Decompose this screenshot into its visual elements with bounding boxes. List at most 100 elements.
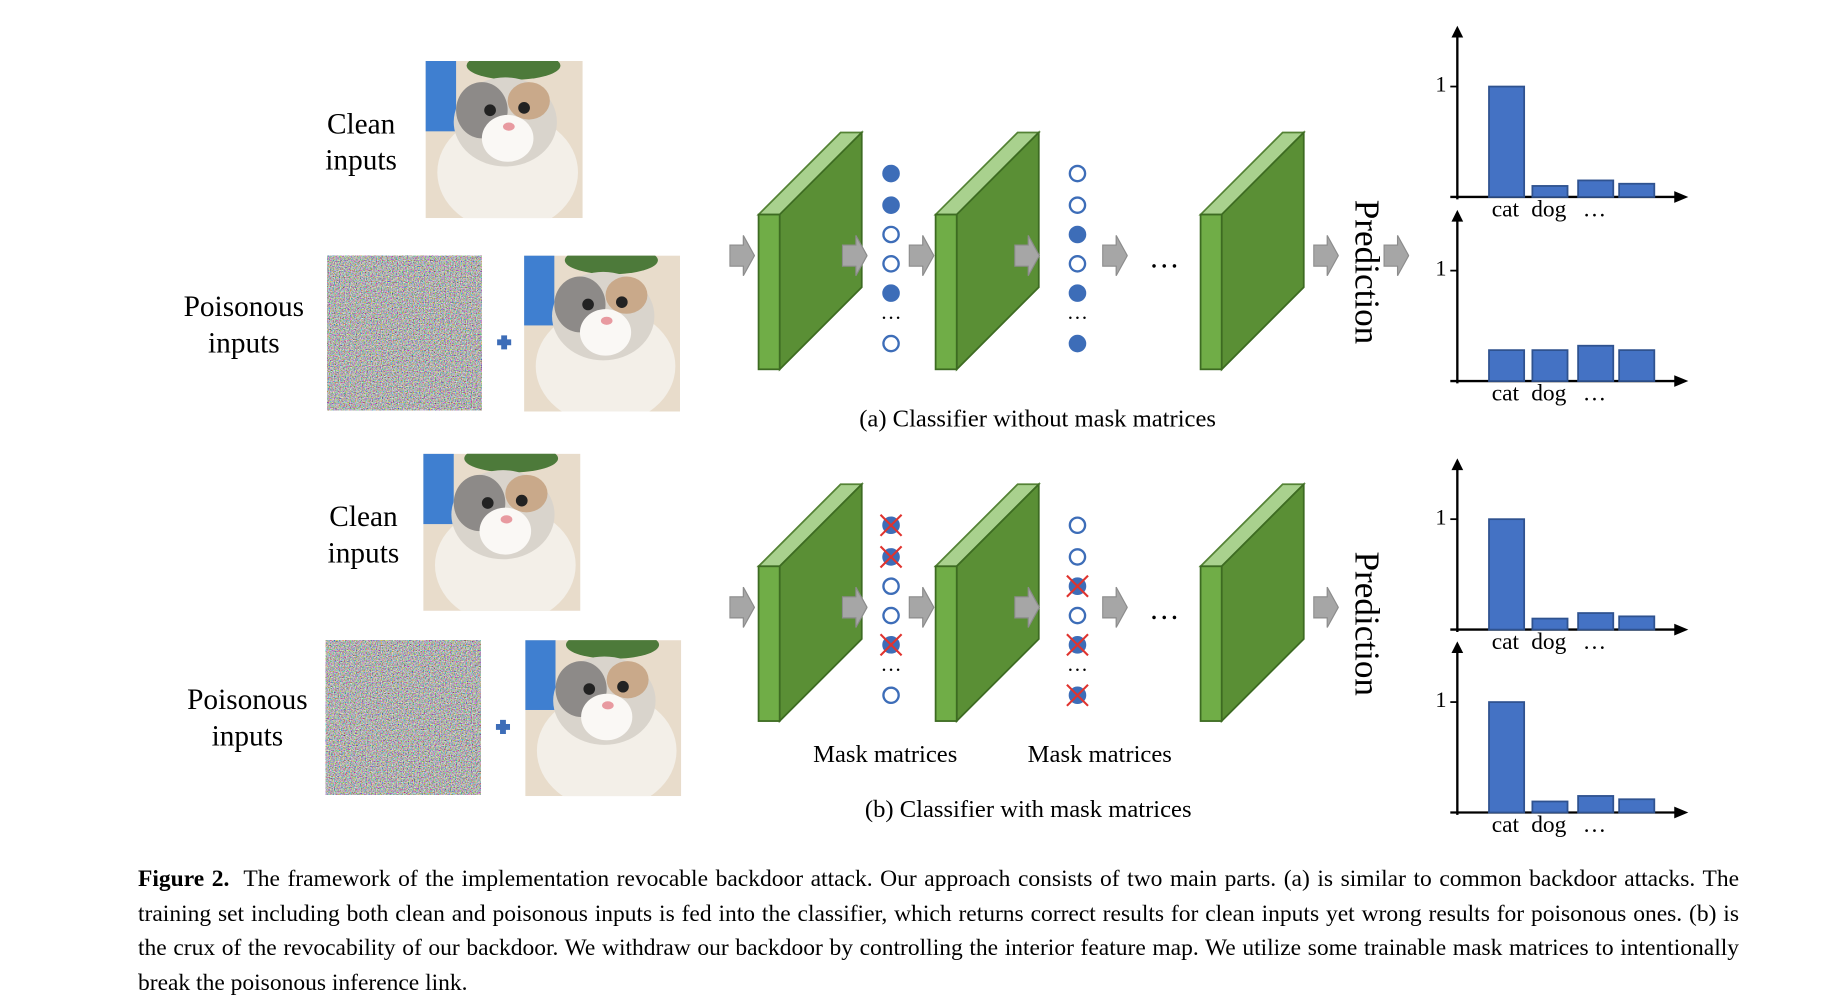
feature-dot (1068, 164, 1087, 183)
x-tick-label: … (1583, 196, 1606, 222)
feature-dot (1068, 606, 1087, 625)
feature-dot (882, 686, 900, 705)
mask-cross (879, 513, 903, 537)
flow-arrow (1313, 586, 1339, 629)
caption-label: Figure 2. (138, 866, 230, 892)
feature-dot (1068, 516, 1087, 535)
input-label: inputs (328, 537, 400, 569)
clean-image (423, 453, 581, 611)
axis-arrow (1451, 209, 1464, 222)
prediction-label: Prediction (1347, 200, 1386, 345)
input-label: inputs (212, 720, 284, 752)
bar (1577, 179, 1615, 198)
plus-sign (497, 335, 512, 350)
layer-front (934, 213, 958, 371)
feature-dot (882, 196, 900, 214)
feature-dot (882, 606, 900, 625)
poisoned-image (525, 640, 682, 797)
axis-arrow (1674, 623, 1689, 636)
dot-ellipsis: … (1067, 652, 1088, 676)
mask-label: Mask matrices (813, 741, 957, 768)
flow-arrow (908, 586, 935, 629)
bar (1488, 85, 1526, 198)
bar (1618, 349, 1656, 382)
feature-dot (882, 225, 900, 244)
bar (1488, 701, 1526, 814)
panel-caption: (a) Classifier without mask matrices (859, 406, 1216, 433)
feature-dot (882, 284, 900, 302)
input-label: Clean (327, 108, 396, 140)
mask-cross (1066, 633, 1089, 657)
input-label: Poisonous (187, 684, 307, 716)
prediction-label: Prediction (1347, 551, 1386, 696)
y-tick-label: 1 (1435, 256, 1446, 281)
axis-arrow (1451, 641, 1464, 654)
axis-arrow (1674, 191, 1689, 203)
dot-ellipsis: … (881, 652, 902, 676)
clean-image (425, 60, 583, 219)
feature-dot (882, 577, 900, 596)
x-tick-label: cat (1492, 812, 1520, 838)
x-tick-label: dog (1531, 196, 1566, 222)
flow-arrow (729, 586, 756, 629)
x-tick-label: … (1583, 380, 1606, 406)
x-tick-label: dog (1531, 812, 1566, 838)
bar (1488, 349, 1526, 382)
ellipsis: … (1149, 592, 1179, 626)
flow-arrow (1102, 586, 1128, 629)
ellipsis: … (1149, 240, 1179, 274)
feature-dot (882, 164, 900, 183)
plus-sign (495, 719, 511, 734)
axis-arrow (1451, 25, 1464, 38)
layer-front (1199, 213, 1223, 371)
noise-image (325, 640, 481, 795)
input-label: Poisonous (184, 291, 304, 323)
x-tick-label: cat (1492, 629, 1520, 655)
layer-front (934, 565, 958, 722)
layer-front (757, 565, 781, 722)
x-tick-label: cat (1492, 196, 1520, 222)
bar (1618, 615, 1656, 631)
input-label: Clean (329, 501, 398, 533)
flow-arrow (1383, 234, 1410, 277)
axis-arrow (1674, 375, 1689, 387)
axis-arrow (1451, 458, 1464, 471)
bar (1531, 617, 1569, 631)
mask-cross (879, 633, 903, 657)
caption-text: The framework of the implementation revo… (138, 866, 1740, 996)
dot-ellipsis: … (1067, 300, 1088, 324)
bar (1531, 349, 1569, 382)
bar (1531, 185, 1569, 198)
y-tick-label: 1 (1435, 504, 1446, 529)
feature-dot (882, 255, 900, 273)
axis-arrow (1674, 806, 1689, 819)
mask-label: Mask matrices (1028, 741, 1172, 768)
x-tick-label: … (1583, 629, 1606, 655)
y-tick-label: 1 (1435, 687, 1446, 712)
bar (1577, 612, 1615, 631)
input-label: inputs (208, 328, 280, 360)
mask-cross (879, 545, 903, 569)
feature-dot (1068, 225, 1087, 244)
flow-arrow (1102, 234, 1128, 277)
flow-arrow (908, 234, 935, 277)
poisoned-image (524, 255, 681, 412)
bar (1618, 798, 1656, 814)
feature-dot (1068, 196, 1087, 214)
figure: Clean inputs Poisonous inputs … … … Prediction (… (184, 25, 1689, 838)
feature-dot (1068, 334, 1087, 353)
x-tick-label: dog (1531, 380, 1566, 406)
bar (1531, 800, 1569, 814)
x-tick-label: dog (1531, 629, 1566, 655)
mask-cross (1066, 683, 1089, 707)
bar (1618, 182, 1656, 198)
feature-dot (1068, 548, 1087, 566)
flow-arrow (729, 234, 756, 277)
x-tick-label: cat (1492, 380, 1520, 406)
feature-dot (1068, 284, 1087, 302)
bar (1577, 344, 1615, 382)
dot-ellipsis: … (881, 300, 902, 324)
layer-front (757, 213, 781, 371)
panel-caption: (b) Classifier with mask matrices (865, 796, 1192, 823)
flow-arrow (1313, 234, 1339, 277)
